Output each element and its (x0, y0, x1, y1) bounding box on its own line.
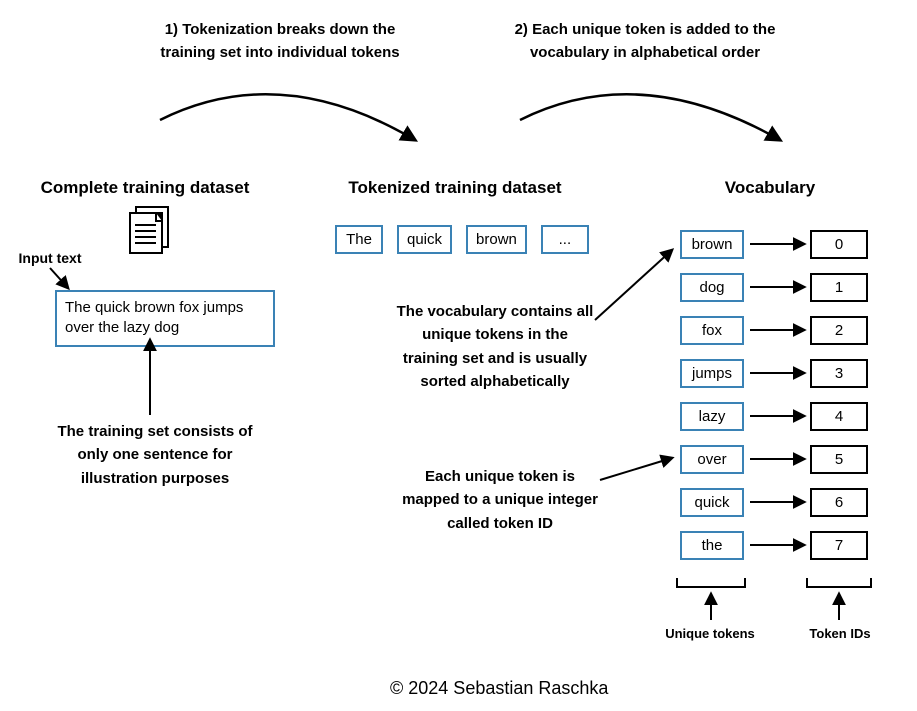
vocab-id: 4 (810, 402, 868, 431)
vocab-token: quick (680, 488, 744, 517)
tokens-row: The quick brown... (335, 225, 603, 254)
vocab-token: brown (680, 230, 744, 259)
vocab-id: 2 (810, 316, 868, 345)
col2-heading: Tokenized training dataset (340, 178, 570, 198)
vocab-token: fox (680, 316, 744, 345)
vocab-id: 1 (810, 273, 868, 302)
vocab-token: the (680, 531, 744, 560)
vocab-id: 0 (810, 230, 868, 259)
vocab-token: jumps (680, 359, 744, 388)
vocab-id: 3 (810, 359, 868, 388)
token-box: ... (541, 225, 589, 254)
col1-heading: Complete training dataset (30, 178, 260, 198)
token-box: brown (466, 225, 527, 254)
sentence-box: The quick brown fox jumps over the lazy … (55, 290, 275, 347)
unique-tokens-label: Unique tokens (650, 624, 770, 644)
col3-heading: Vocabulary (690, 178, 850, 198)
training-note: The training set consists of only one se… (45, 420, 265, 490)
input-text-label: Input text (10, 248, 90, 270)
token-ids-label: Token IDs (795, 624, 885, 644)
bracket-tokens (676, 578, 746, 588)
token-box: The (335, 225, 383, 254)
token-box: quick (397, 225, 452, 254)
vocab-id: 6 (810, 488, 868, 517)
mapping-note: Each unique token is mapped to a unique … (400, 465, 600, 535)
document-icon (128, 205, 176, 259)
vocab-id: 7 (810, 531, 868, 560)
step1-label: 1) Tokenization breaks down the training… (140, 18, 420, 65)
bracket-ids (806, 578, 872, 588)
step2-label: 2) Each unique token is added to the voc… (490, 18, 800, 65)
vocab-token: dog (680, 273, 744, 302)
vocab-token: over (680, 445, 744, 474)
vocab-token: lazy (680, 402, 744, 431)
copyright: © 2024 Sebastian Raschka (390, 678, 608, 699)
vocab-note: The vocabulary contains all unique token… (395, 300, 595, 393)
vocab-id: 5 (810, 445, 868, 474)
